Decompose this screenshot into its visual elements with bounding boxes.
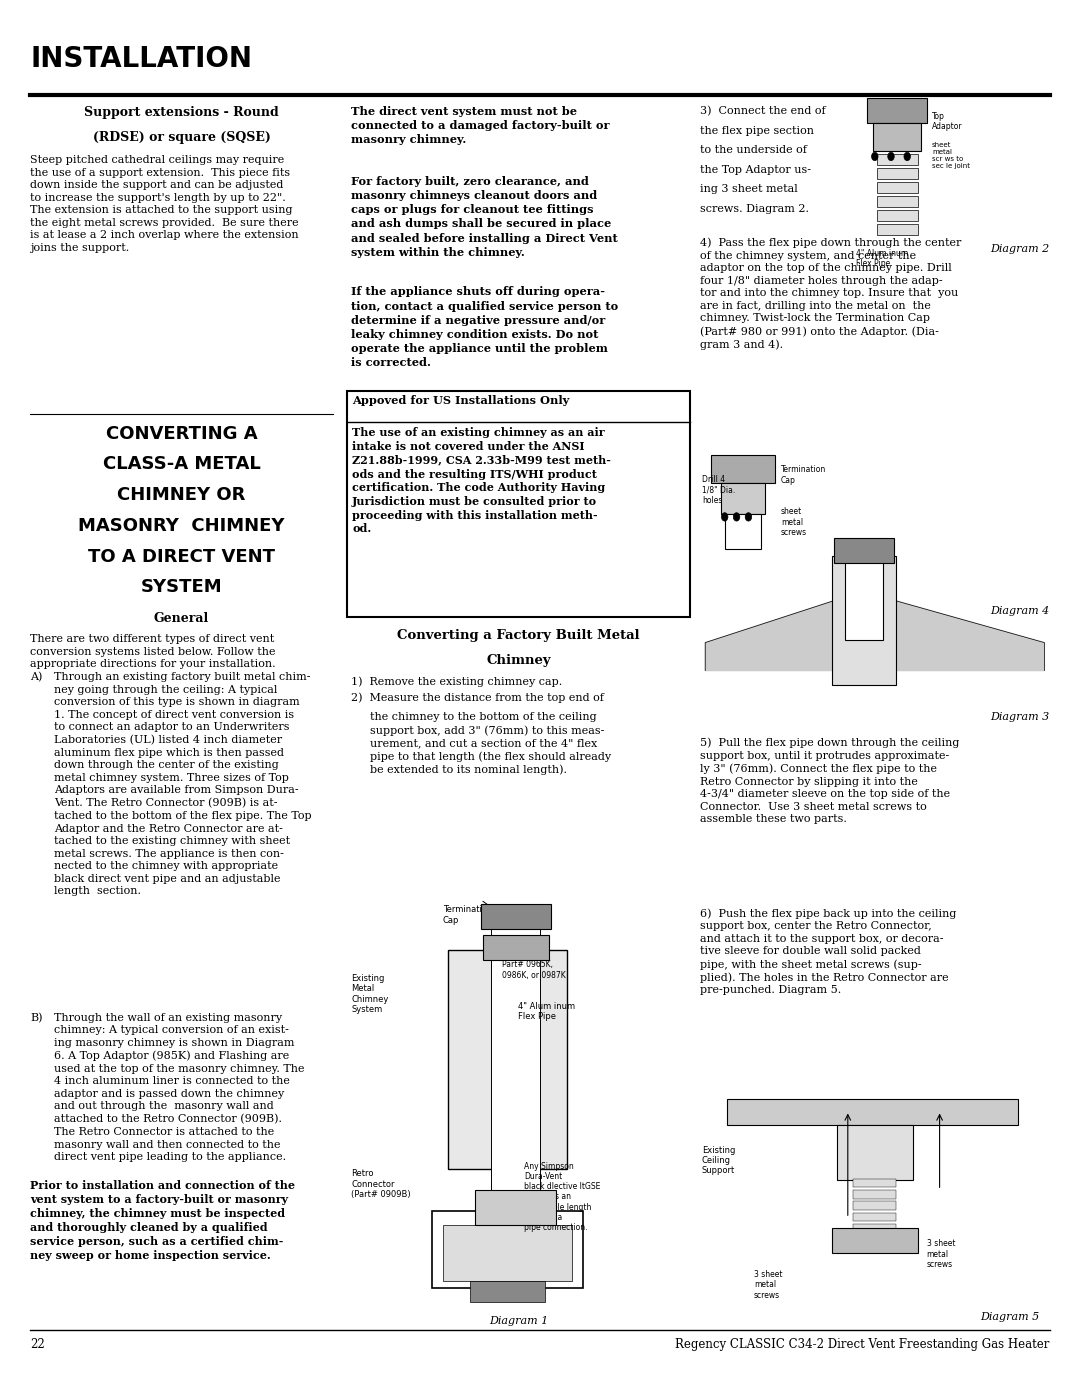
Bar	[481, 904, 551, 929]
Text: If the appliance shuts off during opera-
tion, contact a qualified service perso: If the appliance shuts off during opera-…	[351, 286, 618, 369]
Text: sheet
metal
screws: sheet metal screws	[781, 507, 807, 536]
Text: (RDSE) or square (SQSE): (RDSE) or square (SQSE)	[93, 131, 270, 144]
Bar	[432, 1211, 583, 1288]
Text: Converting a Factory Built Metal: Converting a Factory Built Metal	[397, 629, 639, 641]
Text: SYSTEM: SYSTEM	[140, 578, 222, 597]
Bar	[877, 224, 918, 235]
Text: Diagram 2: Diagram 2	[990, 244, 1050, 254]
Bar	[837, 1125, 913, 1180]
Text: 3 sheet
metal
screws: 3 sheet metal screws	[754, 1270, 782, 1299]
Text: Retro
Connector
(Part# 0909B): Retro Connector (Part# 0909B)	[351, 1169, 410, 1199]
Text: INSTALLATION: INSTALLATION	[30, 45, 253, 73]
Bar	[711, 455, 775, 483]
Bar	[470, 1281, 545, 1302]
Text: Diagram 1: Diagram 1	[489, 1316, 548, 1326]
Bar	[877, 168, 918, 179]
Circle shape	[745, 513, 752, 521]
Text: the chimney to the bottom of the ceiling
support box, add 3" (76mm) to this meas: the chimney to the bottom of the ceiling…	[370, 712, 611, 775]
Text: 4" Alum inum
Flex Pipe: 4" Alum inum Flex Pipe	[856, 249, 908, 268]
Text: 6)  Push the flex pipe back up into the ceiling
support box, center the Retro Co: 6) Push the flex pipe back up into the c…	[700, 908, 956, 996]
Text: Regency CLASSIC C34-2 Direct Vent Freestanding Gas Heater: Regency CLASSIC C34-2 Direct Vent Freest…	[675, 1338, 1050, 1351]
Bar	[867, 98, 927, 123]
Text: 3)  Connect the end of: 3) Connect the end of	[700, 106, 825, 116]
Text: Chimney: Chimney	[486, 654, 551, 666]
Text: Existing
Metal
Chimney
System: Existing Metal Chimney System	[351, 974, 389, 1014]
Bar	[347, 391, 690, 617]
Text: Top
Adaptor: Top Adaptor	[932, 112, 962, 131]
Text: 4" Alum inum
Flex Pipe: 4" Alum inum Flex Pipe	[518, 1002, 576, 1021]
Text: screws. Diagram 2.: screws. Diagram 2.	[700, 204, 809, 214]
Text: B): B)	[30, 1013, 43, 1023]
Text: The use of an existing chimney as an air
intake is not covered under the ANSI
Z2: The use of an existing chimney as an air…	[352, 427, 611, 535]
Text: CONVERTING A: CONVERTING A	[106, 425, 257, 443]
Bar	[873, 123, 921, 151]
Text: General: General	[153, 612, 210, 624]
Text: There are two different types of direct vent
conversion systems listed below. Fo: There are two different types of direct …	[30, 634, 275, 669]
Circle shape	[904, 152, 910, 161]
Bar	[853, 1201, 896, 1210]
Circle shape	[721, 513, 728, 521]
Text: Diagram 3: Diagram 3	[990, 712, 1050, 722]
Bar	[853, 1213, 896, 1221]
Text: Termination
Cap: Termination Cap	[781, 465, 826, 485]
Bar	[832, 1228, 918, 1253]
Bar	[845, 556, 883, 640]
Text: CLASS-A METAL: CLASS-A METAL	[103, 455, 260, 474]
Bar	[853, 1190, 896, 1199]
Text: Top Adaptor
Part# 0965K,
0986K, or 0987K: Top Adaptor Part# 0965K, 0986K, or 0987K	[502, 950, 566, 979]
Polygon shape	[705, 598, 1044, 671]
Bar	[727, 1099, 1018, 1125]
Text: The direct vent system must not be
connected to a damaged factory-built or
mason: The direct vent system must not be conne…	[351, 106, 609, 145]
Text: Termination
Cap: Termination Cap	[443, 905, 492, 925]
Text: to the underside of: to the underside of	[700, 145, 807, 155]
Text: Diagram 5: Diagram 5	[980, 1312, 1039, 1322]
Bar	[483, 935, 549, 960]
Text: ing 3 sheet metal: ing 3 sheet metal	[700, 184, 798, 194]
Text: 2)  Measure the distance from the top end of: 2) Measure the distance from the top end…	[351, 693, 604, 704]
Circle shape	[888, 152, 894, 161]
Text: Support extensions - Round: Support extensions - Round	[84, 106, 279, 119]
Text: A): A)	[30, 672, 42, 682]
Text: 5)  Pull the flex pipe down through the ceiling
support box, until it protrudes : 5) Pull the flex pipe down through the c…	[700, 738, 959, 824]
Circle shape	[733, 513, 740, 521]
Text: Through an existing factory built metal chim-
ney going through the ceiling: A t: Through an existing factory built metal …	[54, 672, 312, 897]
Bar	[853, 1179, 896, 1187]
Bar	[448, 950, 567, 1169]
Text: MASONRY  CHIMNEY: MASONRY CHIMNEY	[78, 517, 285, 535]
Text: Drill 4
1/8" Dia.
holes: Drill 4 1/8" Dia. holes	[702, 475, 735, 504]
Text: CHIMNEY OR: CHIMNEY OR	[118, 486, 245, 504]
Text: 22: 22	[30, 1338, 45, 1351]
Text: 4)  Pass the flex pipe down through the center
of the chimney system, and center: 4) Pass the flex pipe down through the c…	[700, 237, 961, 351]
Text: Appoved for US Installations Only: Appoved for US Installations Only	[352, 395, 569, 407]
Text: For factory built, zero clearance, and
masonry chimneys cleanout doors and
caps : For factory built, zero clearance, and m…	[351, 176, 618, 258]
Bar	[475, 1190, 556, 1225]
Text: sheet
metal
scr ws to
sec le joint: sheet metal scr ws to sec le joint	[932, 142, 970, 169]
Bar	[877, 196, 918, 207]
Bar	[721, 483, 765, 514]
Circle shape	[872, 152, 878, 161]
Text: 3 sheet
metal
screws: 3 sheet metal screws	[927, 1239, 955, 1268]
Bar	[853, 1224, 896, 1232]
Bar	[725, 514, 761, 549]
Text: Prior to installation and connection of the
vent system to a factory-built or ma: Prior to installation and connection of …	[30, 1180, 295, 1261]
Text: TO A DIRECT VENT: TO A DIRECT VENT	[87, 548, 275, 566]
Text: the Top Adaptor us-: the Top Adaptor us-	[700, 165, 811, 175]
Text: 1)  Remove the existing chimney cap.: 1) Remove the existing chimney cap.	[351, 676, 563, 687]
Bar	[877, 182, 918, 193]
Bar	[443, 1225, 572, 1281]
Text: Steep pitched cathedral ceilings may require
the use of a support extension.  Th: Steep pitched cathedral ceilings may req…	[30, 155, 299, 253]
Bar	[877, 210, 918, 221]
Text: Diagram 4: Diagram 4	[990, 606, 1050, 616]
Text: Existing
Ceiling
Support: Existing Ceiling Support	[702, 1146, 735, 1175]
Text: Through the wall of an existing masonry
chimney: A typical conversion of an exis: Through the wall of an existing masonry …	[54, 1013, 305, 1162]
Bar	[877, 154, 918, 165]
Bar	[491, 922, 540, 1197]
Bar	[832, 556, 896, 685]
Text: Any Simpson
Dura-Vent
black dlective ItGSE
pipe plus an
adjustable length
to mak: Any Simpson Dura-Vent black dlective ItG…	[524, 1162, 600, 1232]
Bar	[834, 538, 894, 563]
Text: the flex pipe section: the flex pipe section	[700, 126, 814, 136]
